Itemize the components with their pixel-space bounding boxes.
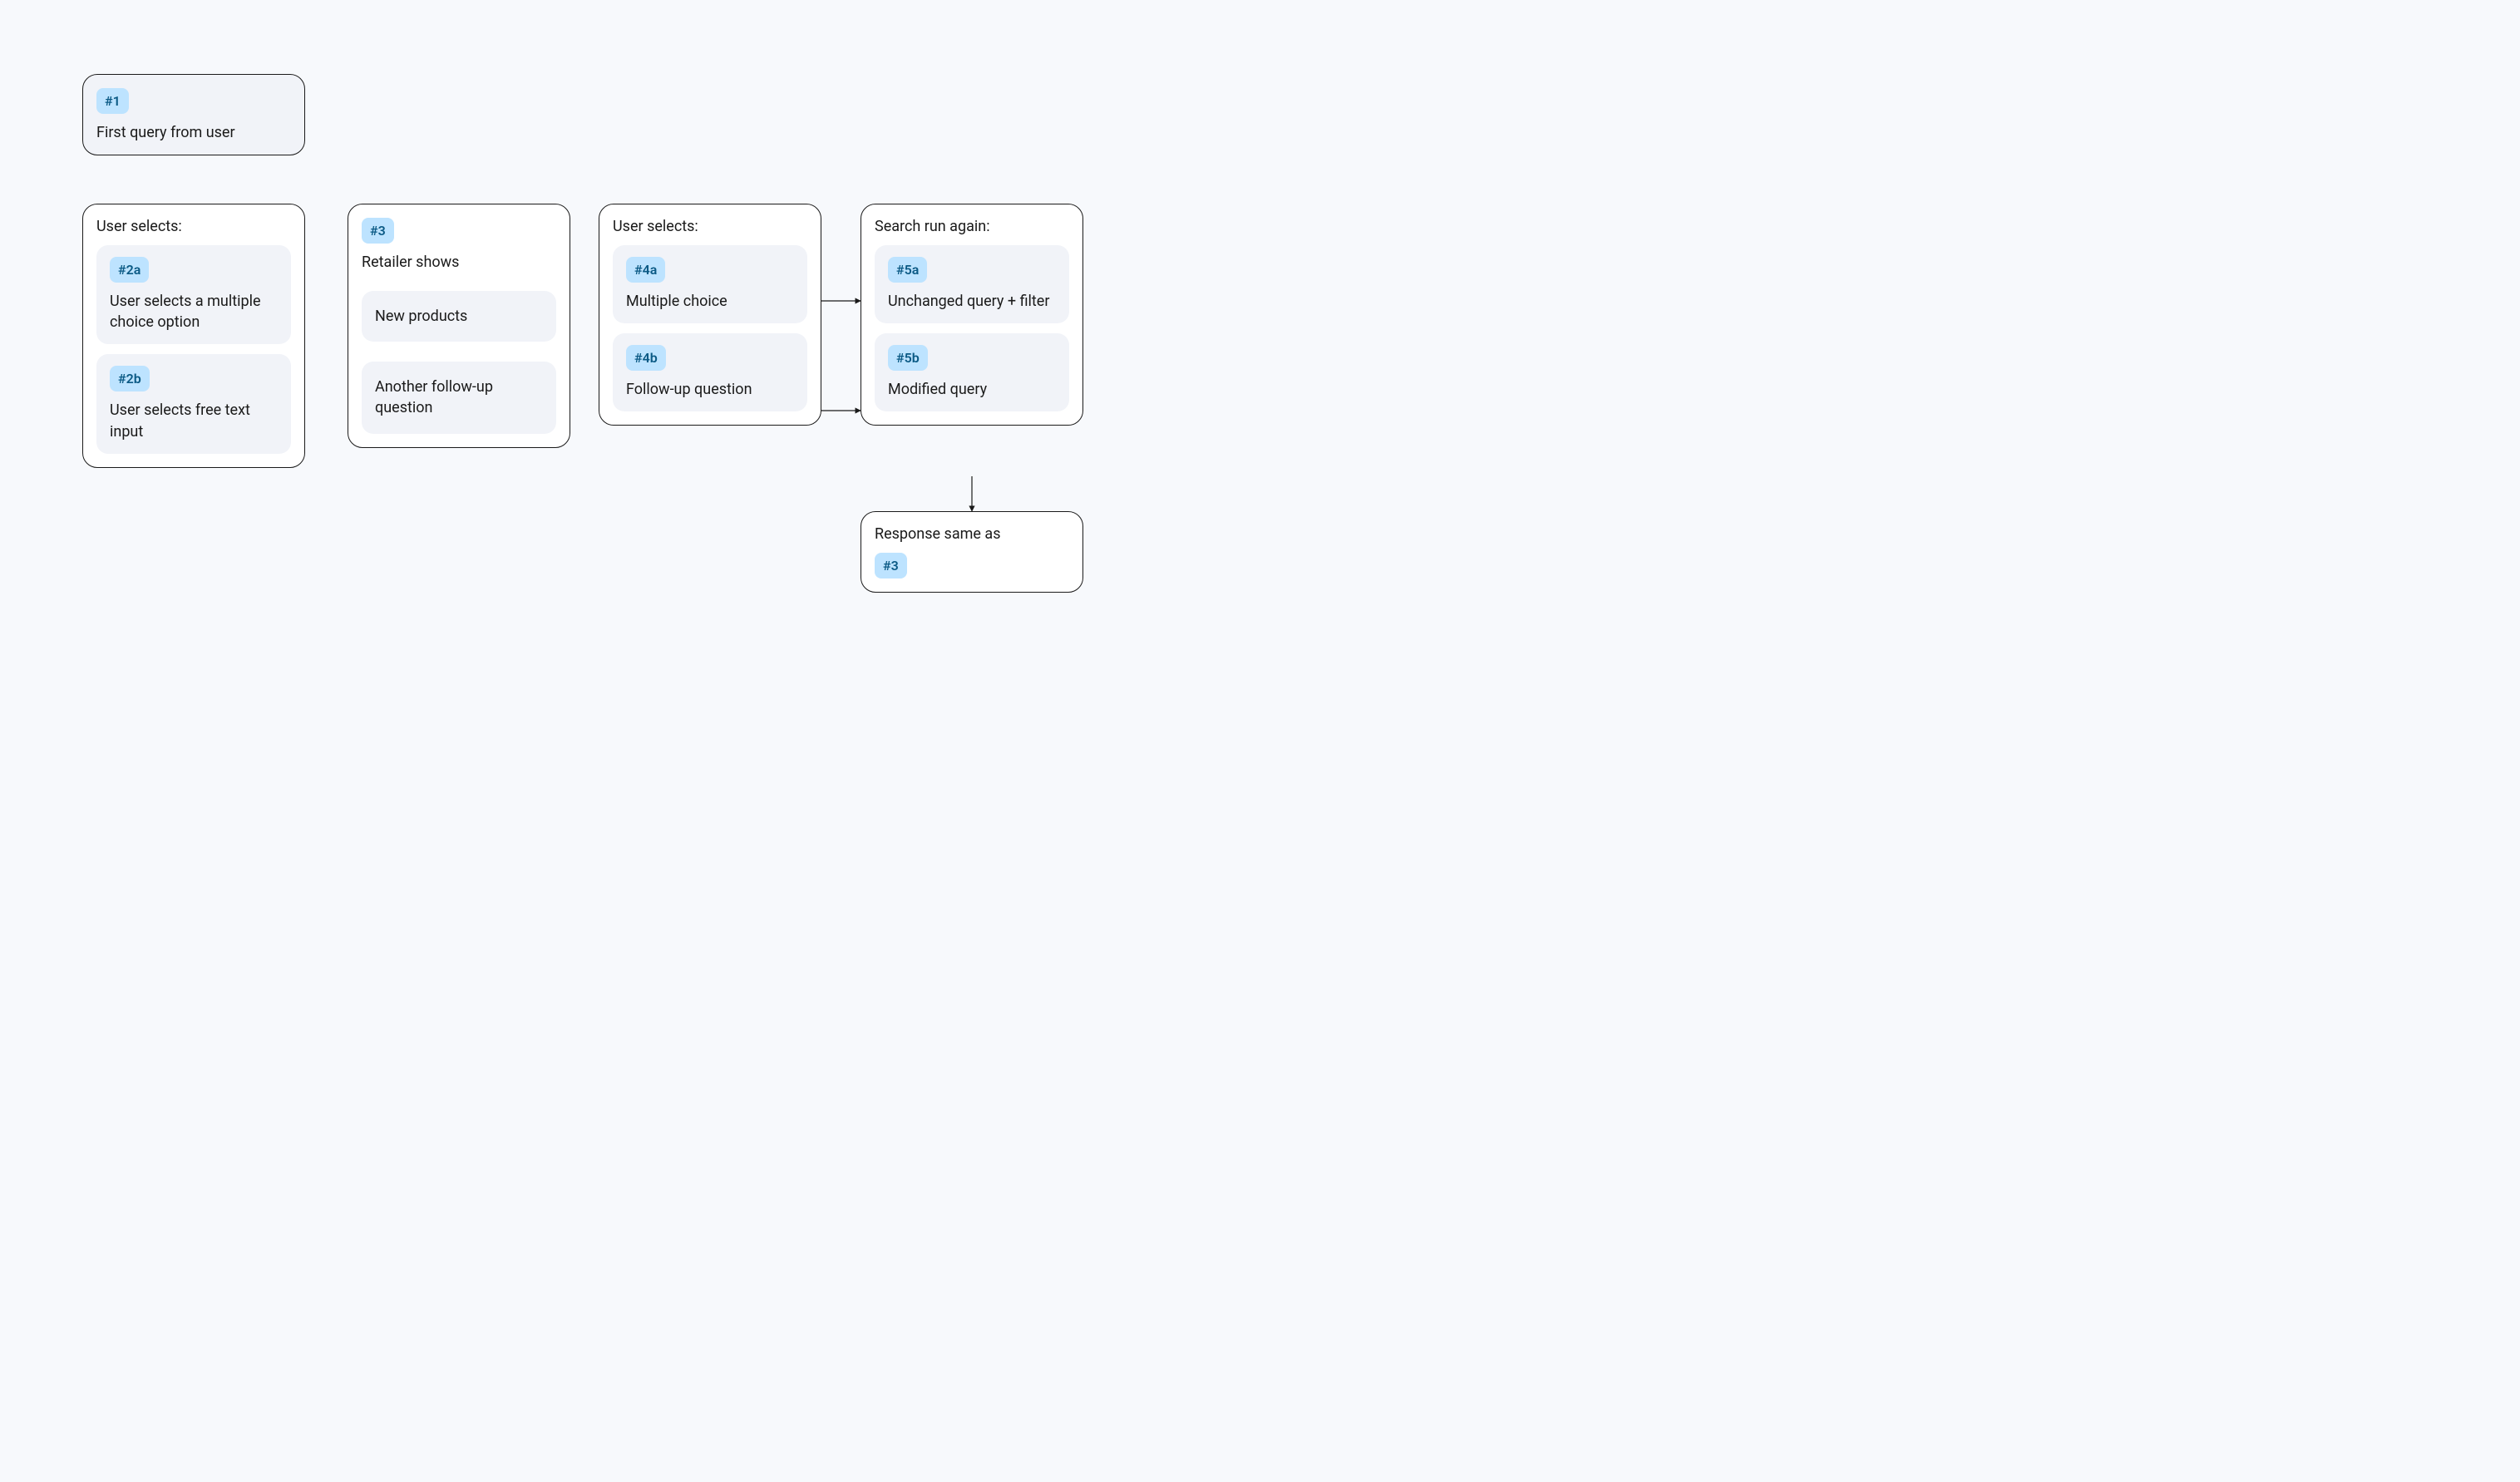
sub-item-4a-text: Multiple choice [626, 291, 794, 312]
node-2-title: User selects: [96, 218, 291, 235]
node-first-query: #1 First query from user [82, 74, 305, 155]
sub-item-2b: #2b User selects free text input [96, 354, 291, 453]
node-6-title: Response same as [875, 525, 1069, 543]
badge-2b: #2b [110, 366, 150, 391]
badge-2a: #2a [110, 257, 149, 283]
node-retailer-shows: #3 Retailer shows New products Another f… [348, 204, 570, 448]
node-response-same-as: Response same as #3 [861, 511, 1083, 593]
sub-item-5b: #5b Modified query [875, 333, 1069, 411]
node-1-text: First query from user [96, 124, 291, 141]
sub-item-5a-text: Unchanged query + filter [888, 291, 1056, 312]
node-user-selects-second: User selects: #4a Multiple choice #4b Fo… [599, 204, 821, 426]
badge-5a: #5a [888, 257, 927, 283]
sub-item-followup-q: Another follow-up question [362, 362, 556, 433]
badge-5b: #5b [888, 345, 928, 371]
badge-3: #3 [362, 218, 394, 244]
sub-item-2b-text: User selects free text input [110, 400, 278, 441]
sub-item-4b: #4b Follow-up question [613, 333, 807, 411]
badge-4a: #4a [626, 257, 665, 283]
sub-item-5a: #5a Unchanged query + filter [875, 245, 1069, 323]
sub-item-2a: #2a User selects a multiple choice optio… [96, 245, 291, 344]
sub-item-4b-text: Follow-up question [626, 379, 794, 400]
badge-4b: #4b [626, 345, 666, 371]
sub-item-4a: #4a Multiple choice [613, 245, 807, 323]
node-5-title: Search run again: [875, 218, 1069, 235]
node-search-run-again: Search run again: #5a Unchanged query + … [861, 204, 1083, 426]
sub-item-2a-text: User selects a multiple choice option [110, 291, 278, 332]
node-4-title: User selects: [613, 218, 807, 235]
sub-item-new-products: New products [362, 291, 556, 342]
node-user-selects-first: User selects: #2a User selects a multipl… [82, 204, 305, 468]
badge-6-ref3: #3 [875, 553, 907, 579]
badge-1: #1 [96, 88, 129, 114]
sub-item-5b-text: Modified query [888, 379, 1056, 400]
node-3-title: Retailer shows [362, 254, 556, 271]
